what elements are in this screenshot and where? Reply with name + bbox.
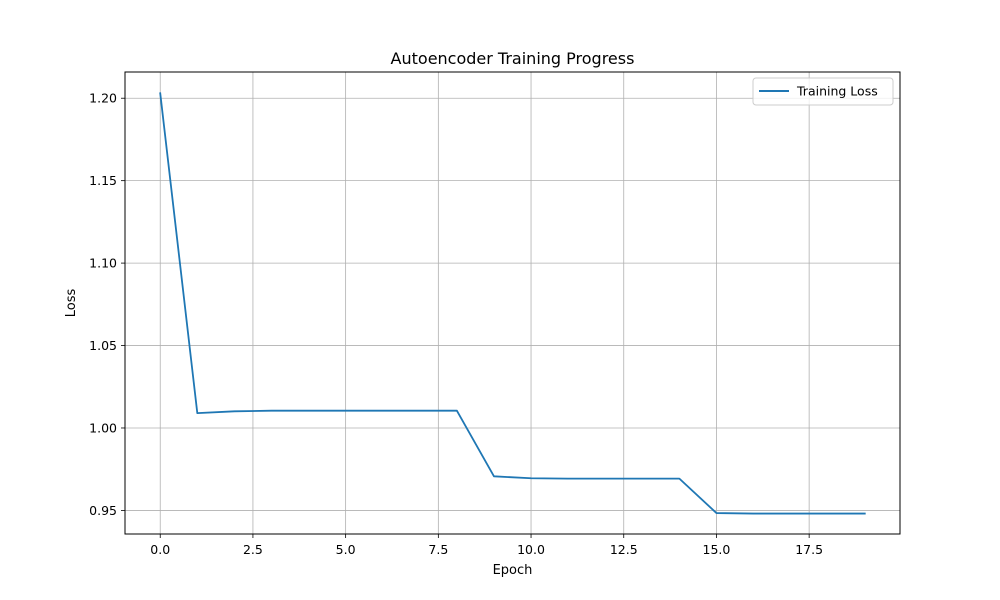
y-axis-label: Loss bbox=[64, 289, 79, 318]
grid bbox=[125, 72, 900, 534]
chart-title: Autoencoder Training Progress bbox=[391, 49, 635, 68]
legend: Training Loss bbox=[752, 77, 894, 106]
x-tick-label-17-5: 17.5 bbox=[795, 542, 823, 557]
y-tick-label-1-10: 1.10 bbox=[89, 256, 117, 271]
legend-box bbox=[752, 77, 894, 106]
x-axis-label: Epoch bbox=[493, 563, 533, 578]
y-tick-label-1-00: 1.00 bbox=[89, 420, 117, 435]
x-tick-label-7-5: 7.5 bbox=[428, 542, 448, 557]
plot-frame bbox=[124, 71, 901, 535]
x-tick-label-10-0: 10.0 bbox=[517, 542, 545, 557]
series-line-training-loss bbox=[159, 92, 866, 515]
legend-label-training-loss: Training Loss bbox=[796, 84, 878, 99]
y-tick-label-1-15: 1.15 bbox=[89, 173, 117, 188]
x-tick-label-12-5: 12.5 bbox=[610, 542, 638, 557]
axis-ticks: 0.0 2.5 5.0 7.5 10.0 12.5 15.0 17.5 0.95 1.00 1.05… bbox=[89, 91, 823, 557]
y-tick-label-1-20: 1.20 bbox=[89, 91, 117, 106]
x-tick-label-15-0: 15.0 bbox=[703, 542, 731, 557]
y-tick-label-0-95: 0.95 bbox=[89, 503, 117, 518]
x-tick-label-2-5: 2.5 bbox=[243, 542, 263, 557]
x-tick-label-5-0: 5.0 bbox=[336, 542, 356, 557]
series-layer bbox=[159, 92, 866, 515]
x-tick-label-0-0: 0.0 bbox=[150, 542, 170, 557]
y-tick-label-1-05: 1.05 bbox=[89, 338, 117, 353]
